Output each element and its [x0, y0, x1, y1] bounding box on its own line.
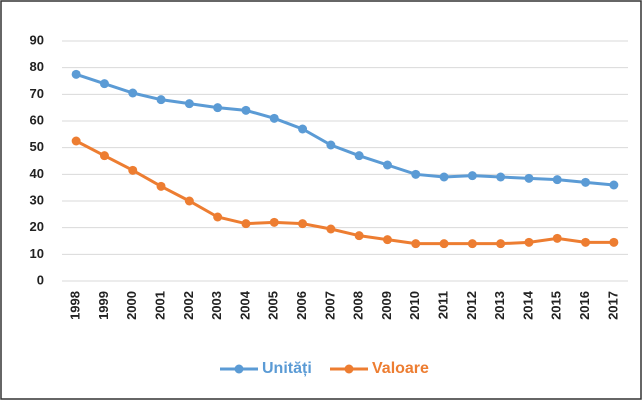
point	[496, 239, 506, 249]
y-tick-label: 50	[30, 139, 44, 154]
x-tick-label: 2003	[209, 291, 224, 320]
x-tick-label: 2009	[379, 291, 394, 320]
point	[156, 95, 166, 105]
x-tick-label: 2011	[435, 291, 450, 319]
point	[156, 181, 166, 191]
legend-marker	[344, 364, 354, 374]
y-tick-label: 60	[30, 112, 44, 127]
point	[609, 237, 619, 247]
point	[326, 140, 336, 150]
point	[71, 69, 81, 79]
point	[609, 180, 619, 190]
point	[269, 217, 279, 227]
point	[552, 233, 562, 243]
point	[411, 169, 421, 179]
y-tick-label: 80	[30, 59, 44, 74]
point	[99, 151, 109, 161]
point	[411, 239, 421, 249]
point	[439, 172, 449, 182]
point	[382, 160, 392, 170]
point	[128, 88, 138, 98]
point	[524, 237, 534, 247]
y-tick-label: 10	[30, 246, 44, 261]
x-tick-label: 2016	[577, 291, 592, 320]
x-tick-label: 2000	[124, 291, 139, 320]
series-line	[75, 139, 614, 246]
point	[99, 79, 109, 89]
x-tick-label: 2014	[520, 290, 535, 320]
point	[213, 212, 223, 222]
point	[298, 124, 308, 134]
point	[71, 136, 81, 146]
point	[524, 173, 534, 183]
x-tick-label: 2017	[605, 291, 620, 320]
legend-label: Valoare	[372, 360, 429, 377]
x-tick-label: 2010	[407, 291, 422, 320]
point	[128, 165, 138, 175]
series-line	[75, 72, 614, 187]
point	[184, 99, 194, 109]
point	[439, 239, 449, 249]
point	[552, 175, 562, 185]
x-tick-label: 2001	[152, 291, 167, 320]
x-tick-label: 2015	[549, 291, 564, 320]
point	[467, 239, 477, 249]
point	[184, 196, 194, 206]
x-tick-label: 2007	[322, 291, 337, 320]
point	[382, 235, 392, 245]
legend-label: Unități	[262, 360, 312, 377]
y-tick-label: 20	[30, 219, 44, 234]
point	[298, 219, 308, 229]
point	[467, 171, 477, 181]
y-tick-label: 90	[30, 32, 44, 47]
point	[354, 231, 364, 241]
x-tick-label: 2004	[237, 290, 252, 320]
x-tick-label: 2013	[492, 291, 507, 320]
y-tick-label: 0	[37, 272, 44, 287]
x-tick-label: 1999	[96, 291, 111, 320]
legend-marker	[234, 364, 244, 374]
point	[326, 224, 336, 234]
point	[496, 172, 506, 182]
y-tick-label: 70	[30, 86, 44, 101]
x-tick-label: 2005	[266, 291, 281, 320]
y-tick-label: 30	[30, 192, 44, 207]
x-tick-label: 2002	[181, 291, 196, 320]
x-tick-label: 2008	[351, 291, 366, 320]
point	[213, 103, 223, 113]
point	[581, 237, 591, 247]
point	[354, 151, 364, 161]
point	[241, 105, 251, 115]
x-tick-label: 2006	[294, 291, 309, 320]
y-tick-label: 40	[30, 166, 44, 181]
point	[581, 177, 591, 187]
point	[241, 219, 251, 229]
x-tick-label: 1998	[68, 291, 83, 320]
x-tick-label: 2012	[464, 291, 479, 320]
point	[269, 113, 279, 123]
